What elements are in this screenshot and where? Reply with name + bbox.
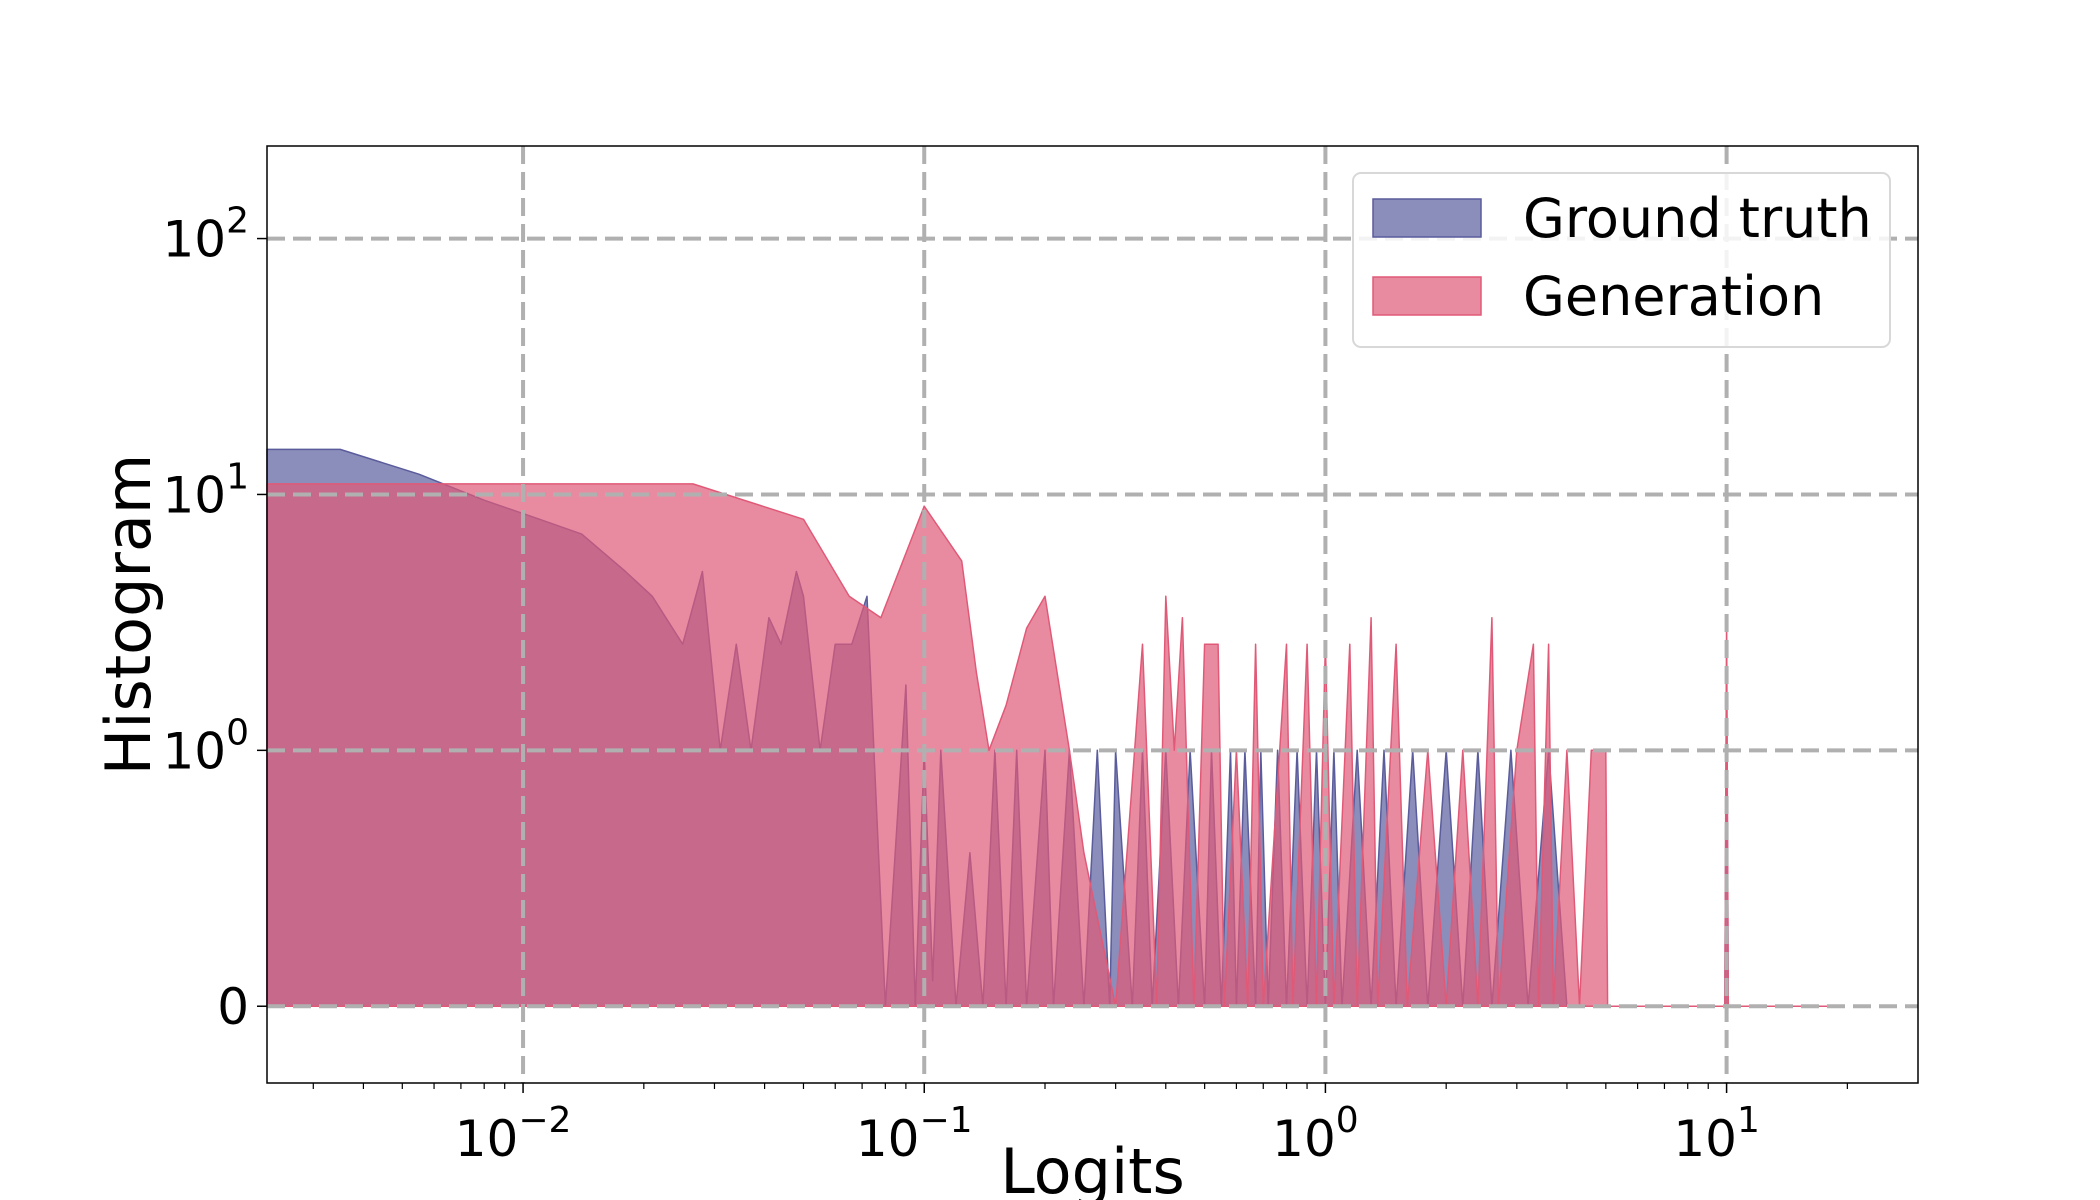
x-tick-label: 100 xyxy=(1272,1100,1359,1168)
ticks-layer: 10−2 10−1 100 101 0 100 101 102 xyxy=(162,201,1848,1168)
y-tick-label: 100 xyxy=(162,712,249,780)
legend-swatch-ground-truth xyxy=(1372,198,1482,238)
x-tick-label: 10−2 xyxy=(455,1100,572,1168)
y-tick-label: 101 xyxy=(162,456,249,524)
series-area-generation xyxy=(266,483,1830,1007)
x-tick-label: 101 xyxy=(1673,1100,1760,1168)
y-tick-label: 0 xyxy=(217,978,249,1036)
legend-label-ground-truth: Ground truth xyxy=(1523,187,1872,250)
legend: Ground truth Generation xyxy=(1352,172,1891,348)
legend-swatch-generation xyxy=(1372,276,1482,316)
y-axis-title: Histogram xyxy=(92,454,165,776)
x-axis-title: Logits xyxy=(1000,1135,1185,1200)
x-tick-label: 10−1 xyxy=(856,1100,973,1168)
legend-label-generation: Generation xyxy=(1523,265,1824,328)
y-tick-label: 102 xyxy=(162,201,249,269)
legend-box xyxy=(1352,172,1891,348)
plot-frame xyxy=(266,145,1919,1084)
